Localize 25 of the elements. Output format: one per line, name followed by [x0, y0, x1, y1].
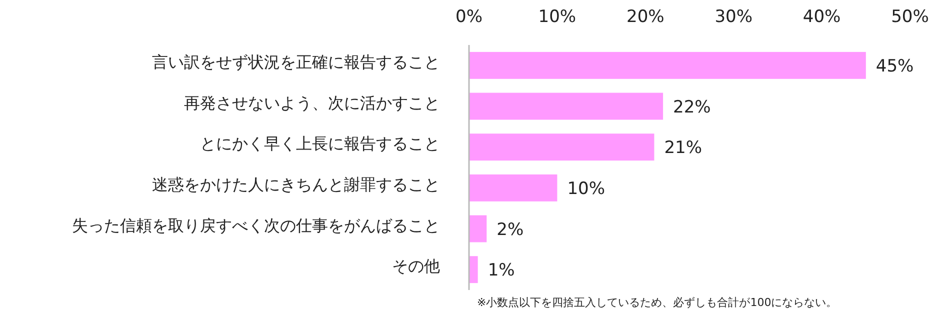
y-tick-label: 再発させないよう、次に活かすこと	[184, 93, 440, 112]
bar	[469, 174, 558, 202]
data-label: 22%	[673, 97, 711, 118]
bar	[469, 134, 654, 161]
text: ※小数点以下を四捨五入しているため、必ずしも合計が100にならない。	[477, 296, 838, 309]
y-tick-label: 言い訳をせず状況を正確に報告すること	[152, 52, 440, 72]
y-tick-label: その他	[392, 256, 440, 276]
data-label: 45%	[876, 56, 914, 76]
data-label: 10%	[567, 178, 605, 199]
bar	[469, 256, 478, 284]
data-label: 2%	[496, 220, 524, 240]
x-tick-label: 30%	[714, 7, 752, 27]
x-tick-label: 40%	[802, 7, 841, 27]
x-tick-label: 10%	[538, 7, 576, 27]
x-tick-label: 20%	[626, 7, 664, 27]
y-tick-label: 迷惑をかけた人にきちんと謝罪すること	[152, 174, 440, 194]
data-label: 21%	[664, 138, 702, 158]
y-tick-label: とにかく早く上長に報告すること	[200, 134, 440, 154]
x-tick-label: 0%	[456, 7, 482, 27]
bar	[469, 215, 487, 242]
bar	[469, 52, 866, 79]
x-tick-label: 50%	[891, 7, 929, 27]
y-tick-label: 失った信頼を取り戻すべく次の仕事をがんばること	[72, 216, 440, 235]
data-label: 1%	[488, 260, 515, 281]
bar	[469, 92, 664, 120]
